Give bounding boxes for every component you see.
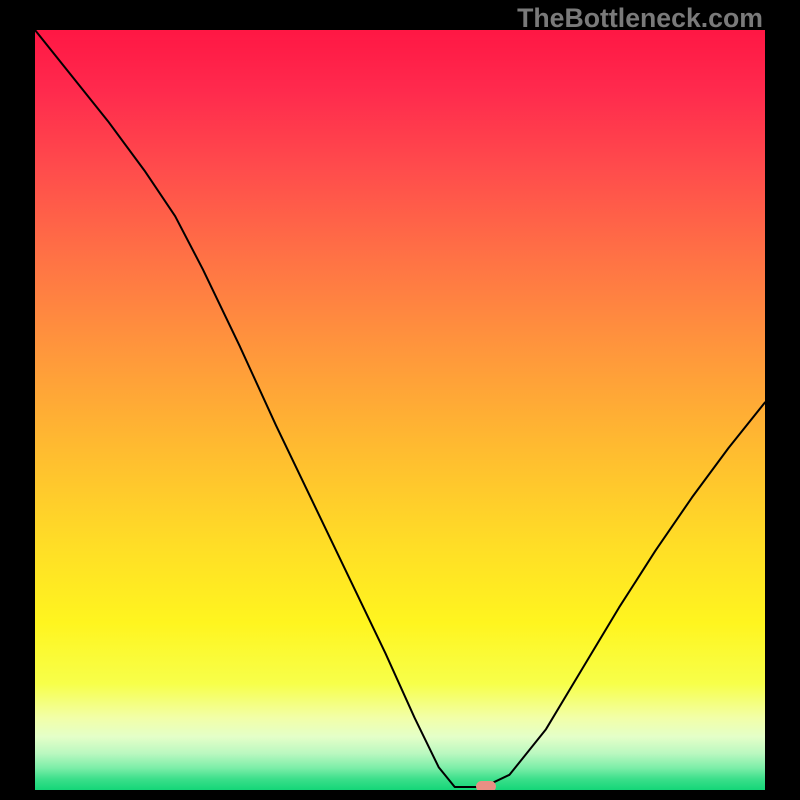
- frame-border-left: [0, 0, 35, 800]
- watermark-text: TheBottleneck.com: [517, 3, 763, 34]
- frame-border-right: [765, 0, 800, 800]
- chart-frame: TheBottleneck.com: [0, 0, 800, 800]
- plot-area: [35, 30, 765, 790]
- optimal-point-marker: [476, 781, 496, 790]
- frame-border-bottom: [0, 790, 800, 800]
- heat-gradient-background: [35, 30, 765, 790]
